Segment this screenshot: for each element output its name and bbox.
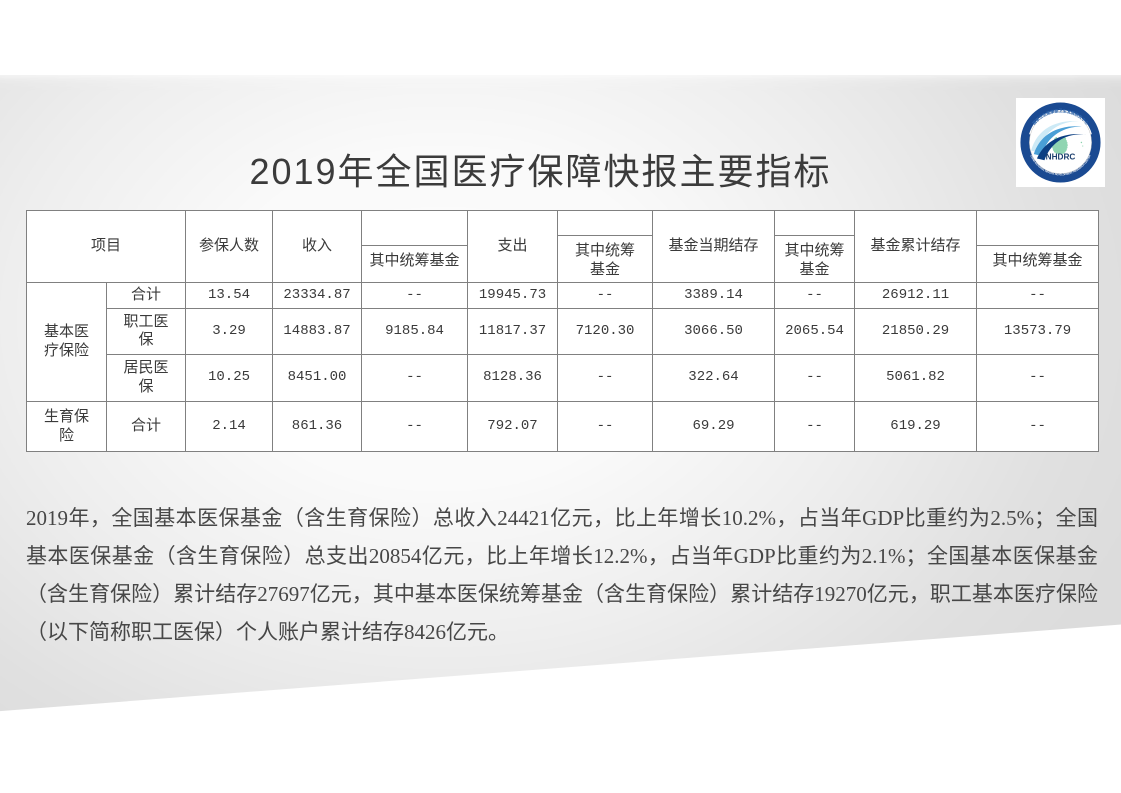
- svg-text:NHDRC: NHDRC: [1046, 152, 1076, 161]
